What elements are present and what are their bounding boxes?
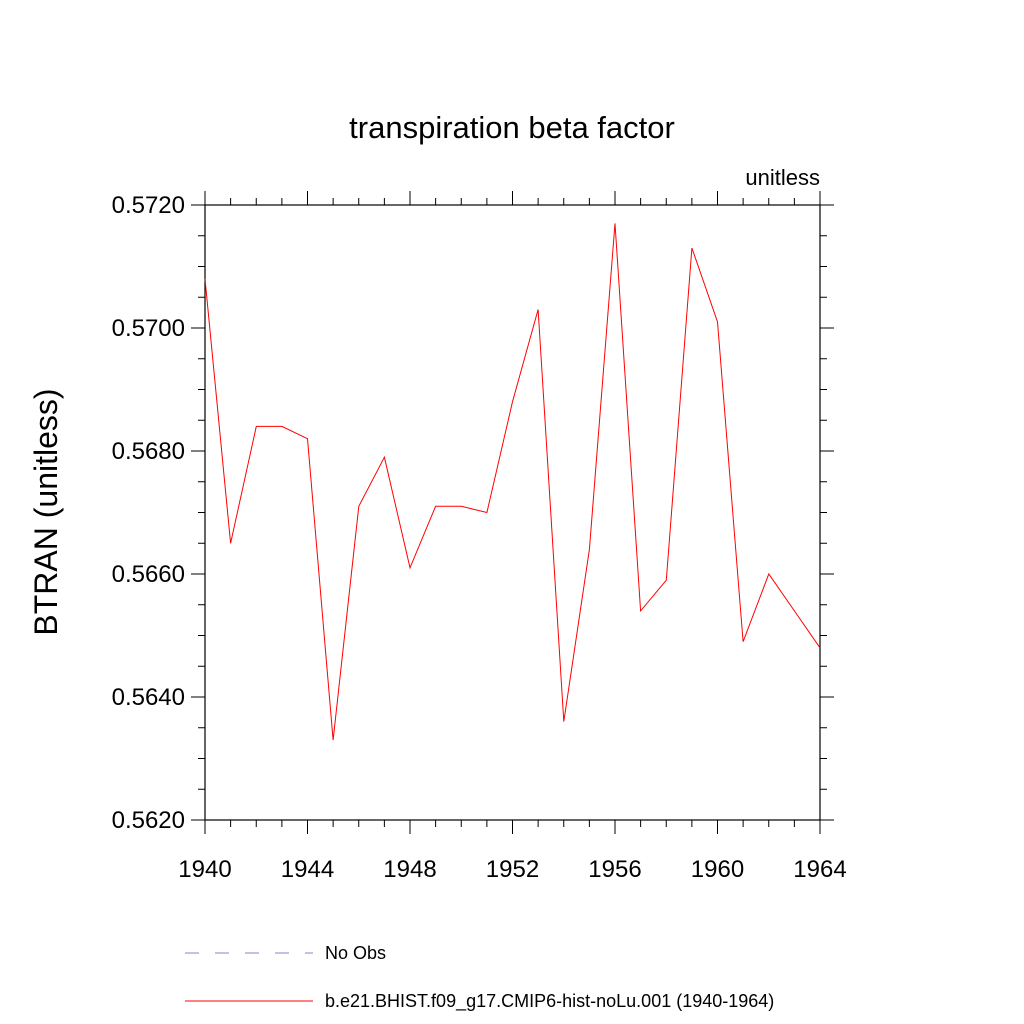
legend-label-no-obs: No Obs — [325, 943, 386, 963]
y-tick-label: 0.5660 — [112, 561, 185, 588]
y-tick-label: 0.5640 — [112, 684, 185, 711]
y-axis-label: BTRAN (unitless) — [28, 388, 64, 635]
y-tick-label: 0.5680 — [112, 438, 185, 465]
axis-ticks — [191, 191, 834, 834]
chart-title: transpiration beta factor — [349, 110, 675, 145]
y-tick-label: 0.5620 — [112, 807, 185, 834]
x-tick-label: 1952 — [486, 856, 539, 883]
x-tick-label: 1944 — [281, 856, 334, 883]
series-layer — [204, 223, 821, 741]
units-label: unitless — [745, 165, 820, 190]
y-tick-label: 0.5720 — [112, 192, 185, 219]
y-tick-labels: 0.5620 0.5640 0.5660 0.5680 0.5700 0.5720 — [112, 192, 185, 834]
x-tick-label: 1940 — [178, 856, 231, 883]
x-tick-label: 1956 — [588, 856, 641, 883]
legend-label-series: b.e21.BHIST.f09_g17.CMIP6-hist-noLu.001 … — [325, 991, 774, 1012]
y-tick-label: 0.5700 — [112, 315, 185, 342]
x-tick-label: 1964 — [793, 856, 846, 883]
series-line — [204, 223, 821, 741]
legend: No Obs b.e21.BHIST.f09_g17.CMIP6-hist-no… — [185, 943, 774, 1012]
x-tick-label: 1948 — [383, 856, 436, 883]
plot-area-frame — [204, 204, 821, 821]
x-tick-label: 1960 — [691, 856, 744, 883]
x-tick-labels: 1940 1944 1948 1952 1956 1960 1964 — [178, 856, 846, 883]
